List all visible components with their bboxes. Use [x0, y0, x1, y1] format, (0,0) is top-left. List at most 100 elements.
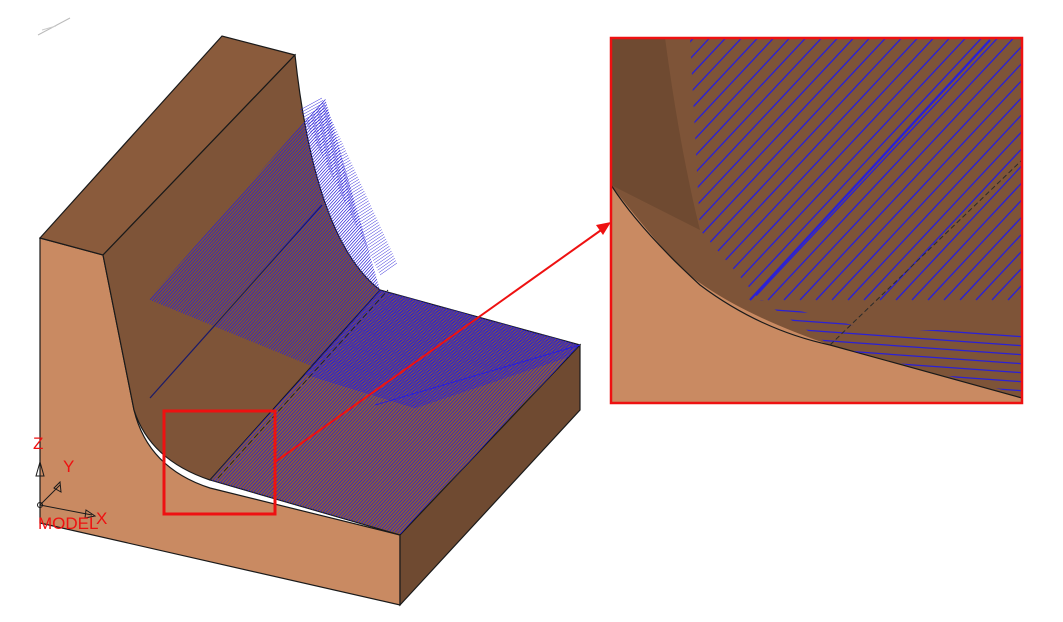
toolpath-line	[760, 417, 1040, 437]
toolpath-line	[158, 98, 350, 304]
toolpath-line	[760, 453, 1040, 473]
toolpath-line	[365, 234, 385, 247]
toolpath-line	[760, 471, 1040, 491]
toolpath-line	[374, 250, 392, 264]
toolpath-line	[261, 135, 380, 347]
toolpath-line	[316, 291, 518, 512]
toolpath-line	[268, 138, 380, 349]
toolpath-line	[230, 290, 432, 489]
toolpath-line	[751, 38, 1022, 301]
toolpath-line	[328, 157, 350, 170]
toolpath-line	[302, 102, 325, 116]
toolpath-line	[959, 38, 1022, 301]
toolpath-line	[341, 183, 362, 197]
toolpath-line	[389, 310, 580, 532]
toolpath-line	[162, 98, 354, 306]
toolpath-line	[257, 133, 380, 345]
toolpath-line	[310, 155, 380, 366]
toolpath-line	[285, 290, 487, 504]
toolpath-line	[324, 293, 526, 514]
toolpath-line	[310, 119, 332, 132]
toolpath-line	[347, 299, 549, 521]
toolpath-line	[228, 122, 380, 333]
toolpath-line	[343, 188, 364, 202]
toolpath-line	[312, 124, 335, 137]
toolpath-line	[173, 99, 365, 311]
toolpath-line	[325, 150, 347, 163]
axis-triad-icon: Z Y X MODEL	[33, 434, 107, 533]
axis-z-label: Z	[33, 434, 43, 453]
toolpath-line	[347, 195, 367, 209]
toolpath-line	[320, 140, 342, 154]
toolpath-line	[311, 290, 513, 511]
toolpath-line	[371, 305, 572, 527]
toolpath-line	[326, 152, 348, 166]
toolpath-line	[372, 248, 391, 261]
toolpath-line	[330, 159, 351, 173]
toolpath-line	[340, 181, 361, 194]
toolpath-line	[255, 132, 380, 344]
part-model[interactable]	[38, 35, 582, 607]
toolpath-line	[394, 312, 580, 533]
toolpath-line	[270, 139, 380, 350]
toolpath-line	[318, 136, 340, 149]
toolpath-line	[335, 171, 356, 185]
toolpath-line	[239, 126, 380, 338]
toolpath-line	[272, 290, 474, 500]
toolpath-line	[363, 303, 565, 525]
toolpath-line	[379, 262, 398, 276]
toolpath-line	[392, 311, 580, 533]
toolpath-line	[288, 146, 380, 357]
toolpath-line	[360, 222, 379, 235]
toolpath-line	[167, 98, 358, 308]
toolpath-line	[231, 123, 380, 334]
toolpath-line	[366, 304, 567, 526]
toolpath-line	[236, 290, 437, 491]
toolpath-line	[311, 121, 333, 135]
toolpath-line	[399, 313, 580, 535]
toolpath-line	[943, 38, 1022, 301]
toolpath-line	[368, 305, 570, 526]
toolpath-line	[327, 155, 349, 168]
toolpath-line	[151, 98, 343, 302]
toolpath-line	[228, 290, 429, 488]
zoom-region-box[interactable]	[162, 409, 277, 516]
axis-x-label: X	[96, 509, 107, 528]
toolpath-line	[349, 200, 369, 214]
toolpath-line	[169, 98, 361, 309]
toolpath-line	[237, 125, 380, 337]
model-label: MODEL	[38, 514, 98, 533]
corner-mark	[37, 17, 71, 36]
zoom-inset[interactable]	[240, 0, 1063, 491]
toolpath-line	[331, 162, 352, 175]
toolpath-line	[311, 290, 573, 357]
toolpath-line	[304, 107, 327, 120]
toolpath-line	[319, 138, 341, 151]
toolpath-line	[226, 121, 380, 332]
toolpath-line	[319, 290, 580, 354]
callout-arrow	[274, 222, 611, 463]
toolpath-line	[847, 38, 1022, 301]
toolpath-line	[863, 38, 1022, 301]
toolpath-line	[348, 198, 368, 211]
toolpath-line	[238, 290, 440, 491]
toolpath-line	[671, 38, 973, 301]
toolpath-line	[253, 132, 380, 343]
toolpath-line	[243, 290, 445, 493]
toolpath-line	[332, 164, 353, 178]
toolpath-line	[222, 119, 380, 330]
toolpath-line	[350, 300, 552, 521]
toolpath-line	[235, 124, 380, 336]
toolpath-line	[353, 207, 373, 221]
toolpath-line	[345, 191, 365, 204]
toolpath-line	[165, 98, 356, 307]
toolpath-line	[317, 133, 339, 147]
toolpath-line	[286, 145, 380, 357]
toolpath-line	[358, 219, 378, 233]
toolpath-line	[244, 128, 380, 339]
toolpath-line	[314, 128, 337, 142]
toolpath-line	[339, 179, 360, 192]
toolpath-line	[831, 38, 1022, 301]
toolpath-line	[266, 137, 380, 348]
